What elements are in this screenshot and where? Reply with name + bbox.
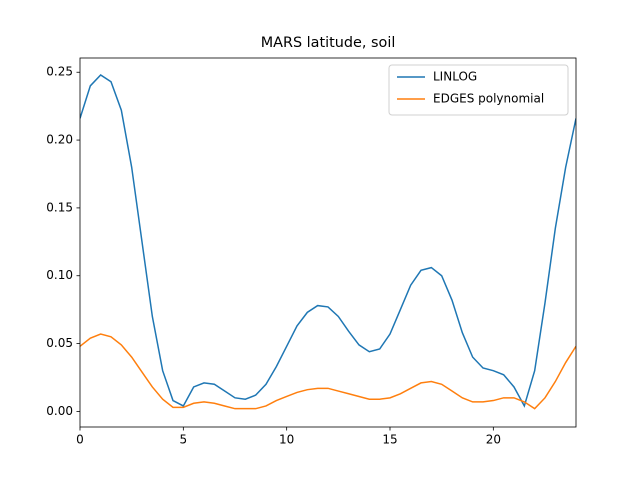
y-tick-label: 0.20	[46, 133, 73, 147]
x-tick-label: 5	[180, 433, 188, 447]
y-tick-label: 0.00	[46, 404, 73, 418]
y-tick-label: 0.05	[46, 336, 73, 350]
chart-title: MARS latitude, soil	[261, 35, 396, 51]
line-series	[80, 73, 576, 408]
plot-frame	[79, 57, 577, 428]
legend-label: EDGES polynomial	[433, 92, 544, 106]
x-tick-label: 0	[76, 433, 84, 447]
y-tick-label: 0.10	[46, 268, 73, 282]
x-tick-label: 20	[486, 433, 501, 447]
y-tick-label: 0.25	[46, 65, 73, 79]
x-tick-label: 10	[279, 433, 294, 447]
y-tick-label: 0.15	[46, 200, 73, 214]
x-tick-label: 15	[382, 433, 397, 447]
legend-label: LINLOG	[433, 70, 477, 84]
legend-box	[388, 64, 569, 116]
line-series	[80, 333, 576, 410]
